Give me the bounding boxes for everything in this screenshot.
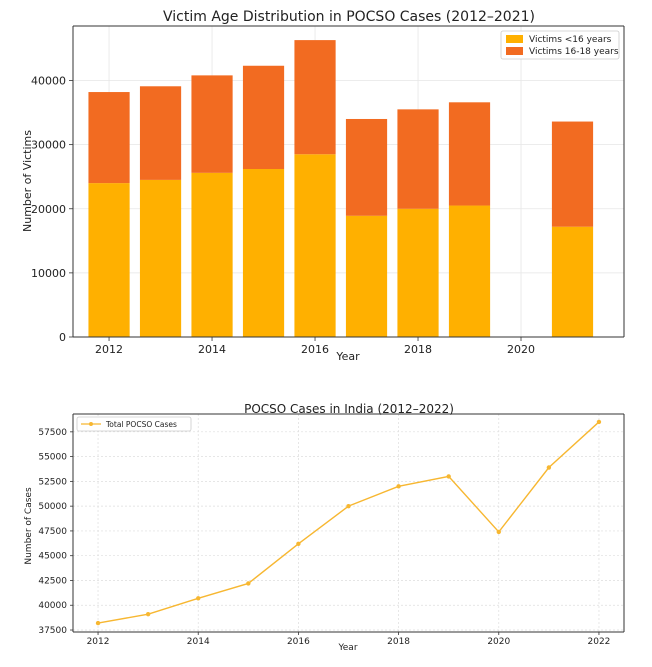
chart2-y-tick-label: 45000 [38, 552, 67, 562]
bar-under16-2015 [242, 168, 285, 337]
bar-16to18-2012 [88, 92, 130, 184]
bar-16to18-2018 [397, 109, 439, 209]
chart1-x-tick-label: 2014 [198, 343, 226, 356]
chart2-x-tick-label: 2020 [487, 637, 510, 647]
bar-under16-2019 [448, 205, 491, 337]
chart2-grid [73, 414, 624, 632]
chart2-x-tick-label: 2018 [387, 637, 410, 647]
bar-under16-2018 [397, 208, 439, 337]
chart2-x-tick-label: 2012 [87, 637, 110, 647]
total-cases-point-2017 [346, 503, 351, 509]
chart1-y-tick-label: 20000 [31, 203, 66, 216]
bar-under16-2013 [139, 179, 182, 337]
chart1-title: Victim Age Distribution in POCSO Cases (… [163, 9, 535, 25]
bar-under16-2021 [551, 226, 594, 337]
chart1-x-tick-label: 2018 [404, 343, 432, 356]
pocso-cases-chart: POCSO Cases in India (2012–2022) 2012 201… [24, 402, 625, 653]
bar-under16-2016 [294, 154, 336, 337]
total-cases-point-2022 [596, 419, 602, 425]
chart2-y-tick-label: 47500 [38, 527, 67, 537]
bar-16to18-2021 [551, 121, 594, 227]
chart2-y-tick-label: 40000 [38, 601, 67, 611]
total-cases-point-2014 [196, 596, 201, 601]
total-cases-point-2013 [145, 611, 151, 617]
chart1-axes [72, 25, 625, 338]
chart2-y-tick-label: 52500 [38, 477, 67, 487]
chart2-legend: Total POCSO Cases [76, 416, 192, 432]
total-cases-line [97, 421, 600, 624]
total-cases-point-2015 [246, 581, 251, 586]
chart2-y-ticks: 37500 40000 42500 45000 47500 50000 52500 55000… [38, 428, 73, 636]
bar-16to18-2013 [139, 86, 182, 180]
chart2-line-series [95, 419, 602, 626]
chart1-legend-box [500, 30, 620, 60]
chart2-y-label: Number of Cases [24, 487, 34, 565]
chart2-y-tick-label: 57500 [38, 428, 67, 438]
chart1-x-ticks: 2012 2014 2016 2018 2020 [95, 337, 535, 356]
chart1-y-tick-label: 40000 [31, 75, 66, 88]
chart2-y-tick-label: 50000 [38, 502, 67, 512]
chart1-bars [88, 40, 594, 337]
total-cases-point-2020 [496, 529, 501, 535]
legend-marker-total [89, 422, 93, 426]
bar-under16-2017 [345, 215, 388, 337]
legend-label-16to18: Victims 16-18 years [529, 47, 619, 57]
chart1-y-tick-label: 10000 [31, 267, 66, 280]
total-cases-point-2019 [446, 474, 451, 479]
chart1-x-tick-label: 2020 [507, 343, 535, 356]
victim-age-chart: Victim Age Distribution in POCSO Cases (… [21, 9, 625, 363]
chart2-y-tick-label: 55000 [38, 453, 67, 463]
chart2-legend-box [76, 416, 192, 432]
chart2-y-tick-label: 37500 [38, 626, 67, 636]
legend-label-total: Total POCSO Cases [105, 420, 177, 429]
chart2-axes [72, 413, 625, 633]
chart2-x-tick-label: 2014 [187, 637, 210, 647]
total-cases-point-2012 [95, 620, 101, 626]
chart1-y-tick-label: 0 [59, 331, 66, 344]
chart2-y-tick-label: 42500 [38, 576, 67, 586]
bar-under16-2014 [191, 172, 233, 337]
chart1-x-tick-label: 2016 [301, 343, 329, 356]
bar-16to18-2016 [294, 40, 336, 155]
chart2-x-ticks: 2012 2014 2016 2018 2020 2022 [87, 632, 611, 647]
chart1-x-tick-label: 2012 [95, 343, 123, 356]
chart2-x-label: Year [337, 643, 357, 653]
chart1-y-ticks: 0 10000 20000 30000 40000 [31, 75, 73, 344]
bar-16to18-2019 [448, 102, 491, 206]
chart2-title: POCSO Cases in India (2012–2022) [244, 402, 454, 416]
total-cases-point-2016 [296, 541, 301, 547]
bar-16to18-2014 [191, 75, 233, 173]
chart2-x-tick-label: 2016 [287, 637, 310, 647]
bar-16to18-2015 [242, 65, 285, 169]
total-cases-point-2018 [396, 484, 401, 489]
bar-under16-2012 [88, 183, 130, 337]
legend-swatch-under16 [506, 35, 523, 43]
chart1-y-tick-label: 30000 [31, 139, 66, 152]
chart2-x-tick-label: 2022 [588, 637, 611, 647]
bar-16to18-2017 [345, 118, 388, 216]
total-cases-point-2021 [546, 465, 552, 470]
chart1-legend: Victims <16 years Victims 16-18 years [500, 30, 620, 60]
chart1-x-label: Year [335, 350, 360, 363]
legend-swatch-16to18 [506, 47, 523, 55]
chart1-y-label: Number of Victims [21, 130, 34, 232]
legend-label-under16: Victims <16 years [529, 35, 612, 45]
